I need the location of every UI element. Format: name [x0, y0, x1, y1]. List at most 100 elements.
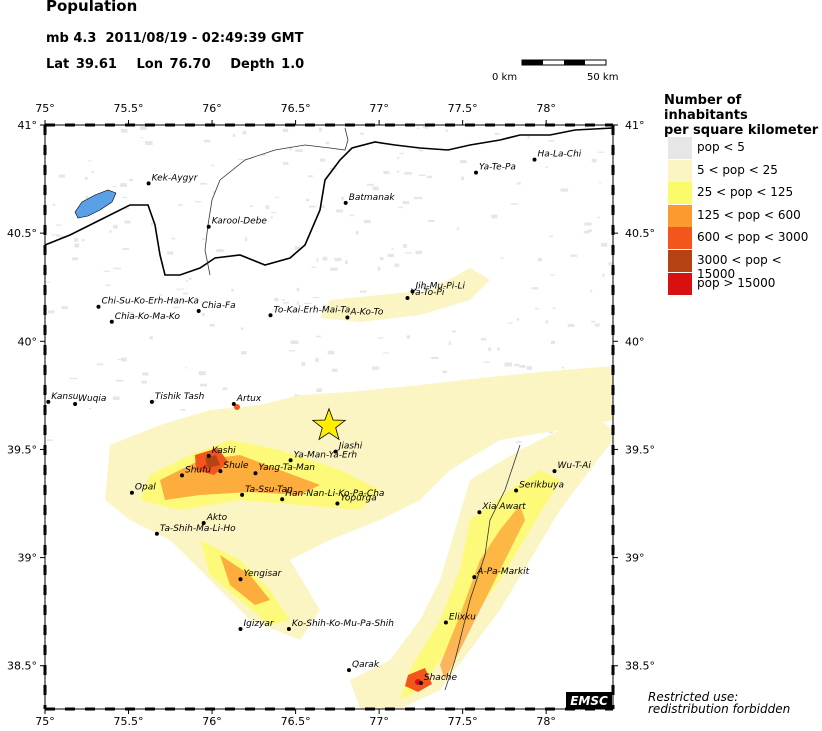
lon-tick-label-bottom: 75°: [35, 715, 55, 728]
city-marker: [253, 471, 258, 476]
city-marker: [240, 492, 245, 497]
city-marker: [514, 488, 519, 493]
city-label: Xia Awart: [481, 502, 526, 512]
lon-tick-label-top: 75.5°: [114, 102, 144, 115]
city-marker: [206, 453, 211, 458]
city-label: Serikbuya: [519, 481, 564, 491]
legend-title: Number of inhabitants per square kilomet…: [664, 93, 822, 138]
epicenter-star-icon[interactable]: [311, 407, 347, 441]
legend-swatch: [668, 250, 692, 272]
national-borders: [45, 127, 613, 691]
emsc-logo-text: EMSC: [570, 694, 608, 708]
legend-item: pop > 15000: [668, 272, 818, 295]
scale-start-label: 0 km: [492, 72, 517, 83]
lon-tick-label-bottom: 78°: [536, 715, 556, 728]
city-marker: [418, 681, 423, 685]
event-datetime: 2011/08/19 - 02:49:39 GMT: [105, 31, 304, 46]
city-label: Wu-T-Ai: [558, 461, 592, 471]
lon-tick-label-bottom: 76.5°: [281, 715, 311, 728]
lon-tick-label-top: 77°: [369, 102, 389, 115]
city-marker: [46, 399, 51, 404]
city-label: To-Kai-Erh-Mai-Ta: [274, 305, 351, 315]
city-label: Chi-Su-Ko-Erh-Han-Ka: [102, 297, 199, 307]
legend-swatch: [668, 182, 692, 205]
map-frame: [43, 123, 615, 711]
map-area: Ha-La-Chi Ya-Te-Pa Kek-Aygyr Batmanak Karool…: [45, 125, 613, 709]
usage-notice-line1: Restricted use:: [648, 690, 739, 704]
city-label: Qarak: [352, 660, 380, 670]
magnitude: mb 4.3: [46, 31, 97, 46]
city-label: Ya-Man-Ya-Erh: [294, 450, 358, 460]
city-marker: [474, 170, 478, 175]
city-label: Akto: [206, 513, 228, 523]
city-label: Shule: [223, 461, 249, 471]
city-label: Han-Nan-Li-Ko-Pa-Cha: [285, 489, 384, 499]
scale-bar: 0 km 50 km: [492, 59, 618, 83]
city-label: Jiashi: [337, 442, 363, 452]
city-marker: [146, 181, 151, 186]
lat-value: 39.61: [75, 57, 117, 72]
lon-tick-label-top: 78°: [536, 102, 556, 115]
city-label: Opal: [135, 483, 156, 493]
depth-value: 1.0: [281, 57, 305, 72]
city-marker: [238, 627, 243, 631]
city-marker: [472, 575, 477, 580]
lat-tick-label-left: 40.5°: [7, 227, 37, 240]
legend-label: 600 < pop < 3000: [697, 230, 809, 245]
emsc-logo: EMSC: [566, 692, 612, 709]
lon-tick-label-top: 76°: [202, 102, 222, 115]
city-label: Artux: [236, 394, 262, 404]
event-info: mb 4.3 2011/08/19 - 02:49:39 GMT: [46, 31, 303, 46]
usage-notice: Restricted use: redistribution forbidden: [648, 691, 790, 715]
scale-end-label: 50 km: [587, 72, 618, 83]
axis-ticks: [40, 120, 618, 714]
lat-tick-label-left: 39.5°: [7, 443, 37, 456]
legend-label: pop < 5: [697, 140, 745, 154]
legend-item: 125 < pop < 600: [668, 204, 818, 227]
lat-tick-label-right: 40°: [625, 335, 645, 348]
lon-tick-label-bottom: 75.5°: [114, 715, 144, 728]
city-marker: [347, 668, 351, 673]
event-coordinates: Lat 39.61 Lon 76.70 Depth 1.0: [46, 57, 304, 72]
city-marker: [343, 200, 348, 205]
map-title: Population: [46, 0, 138, 15]
lake: [74, 189, 117, 219]
legend-title-line1: Number of inhabitants: [664, 93, 748, 123]
city-marker: [206, 224, 211, 229]
city-marker: [73, 402, 78, 406]
city-label: Igizyar: [244, 619, 275, 629]
lon-tick-label-bottom: 77.5°: [448, 715, 478, 728]
legend-label: 125 < pop < 600: [697, 207, 801, 222]
city-marker: [405, 296, 410, 300]
city-label: Wuqia: [78, 394, 106, 404]
populated-areas: [105, 268, 613, 709]
city-marker: [280, 497, 285, 502]
city-label: Kansu: [51, 392, 78, 402]
lon-tick-label-top: 76.5°: [281, 102, 311, 115]
city-label: Shufu: [185, 465, 211, 475]
city-marker: [268, 313, 273, 318]
city-marker: [129, 490, 134, 495]
city-label: Kashi: [212, 446, 236, 456]
city-label: Ko-Shih-Ko-Mu-Pa-Shih: [292, 619, 394, 629]
city-label: Shache: [424, 673, 458, 683]
city-label: Yengisar: [244, 569, 283, 579]
city-marker: [231, 402, 236, 406]
city-marker: [345, 315, 350, 320]
city-marker: [238, 577, 243, 582]
lon-value: 76.70: [169, 57, 211, 72]
lat-tick-label-right: 39.5°: [625, 443, 655, 456]
city-marker: [109, 319, 114, 324]
city-marker: [532, 157, 537, 162]
city-marker: [201, 521, 206, 525]
legend-swatch: [668, 272, 692, 295]
city-label: Jih-Mu-Pi-Li: [414, 282, 466, 292]
legend-title-line2: per square kilometer: [664, 123, 819, 138]
city-marker: [443, 620, 448, 625]
legend-item: 5 < pop < 25: [668, 159, 818, 182]
lat-tick-label-left: 39°: [18, 552, 38, 565]
lat-tick-label-right: 39°: [625, 552, 645, 565]
lon-tick-label-top: 75°: [35, 102, 55, 115]
city-marker: [196, 309, 201, 313]
